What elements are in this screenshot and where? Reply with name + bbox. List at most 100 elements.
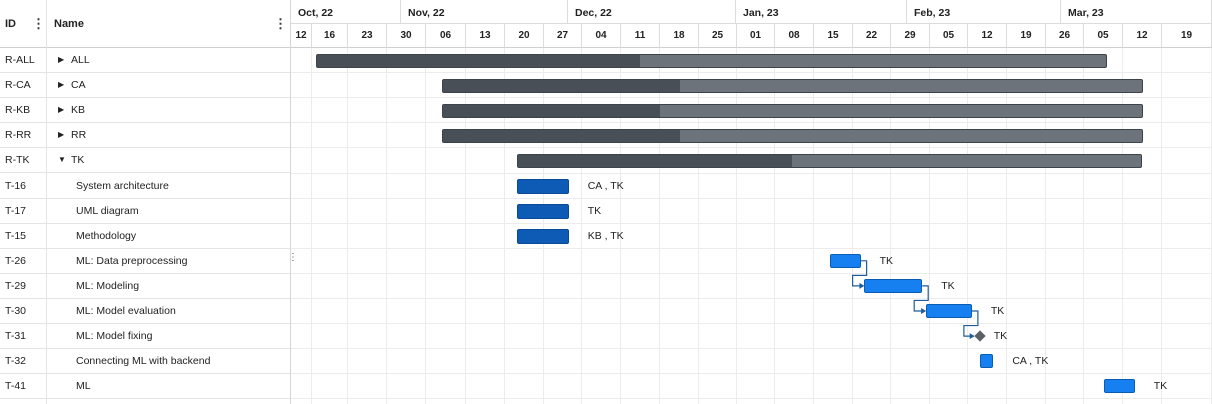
week-header: 12 — [968, 24, 1007, 48]
id-header-label: ID — [5, 18, 16, 30]
expand-down-icon[interactable]: ▼ — [58, 155, 66, 165]
task-bar[interactable] — [979, 354, 994, 369]
expand-right-icon[interactable]: ▶ — [58, 130, 65, 140]
week-header: 18 — [660, 24, 699, 48]
grid-row[interactable]: T-15 Methodology — [0, 224, 290, 249]
grid-row[interactable]: R-TK ▼ TK — [0, 148, 290, 174]
summary-bar[interactable] — [442, 104, 1143, 119]
row-name: ML: Model fixing — [76, 330, 153, 343]
grid-hline — [291, 272, 1212, 274]
dependency-links — [852, 260, 979, 340]
grid-row[interactable]: T-32 Connecting ML with backend — [0, 349, 290, 375]
grid-row[interactable]: T-16 System architecture — [0, 174, 290, 199]
grid-row[interactable]: T-26 ML: Data preprocessing — [0, 249, 290, 274]
grid-row[interactable]: R-RR ▶ RR — [0, 123, 290, 149]
summary-bar[interactable] — [516, 154, 1143, 169]
summary-progress — [443, 130, 681, 143]
week-header: 27 — [544, 24, 582, 48]
resource-label: CA , TK — [1012, 355, 1049, 368]
row-name: CA — [71, 79, 86, 92]
grid-row[interactable]: T-29 ML: Modeling — [0, 274, 290, 299]
task-bar[interactable] — [926, 304, 972, 318]
summary-progress — [443, 105, 660, 118]
grid-vline — [736, 48, 737, 404]
month-header: Jan, 23 — [736, 0, 907, 24]
grid-vline — [774, 48, 775, 404]
task-bar[interactable] — [864, 278, 923, 293]
name-column-menu-icon[interactable]: ⋮ — [274, 16, 287, 31]
summary-bar[interactable] — [442, 129, 1143, 144]
week-header: 11 — [621, 24, 660, 48]
week-header: 23 — [348, 24, 387, 48]
row-name: ML: Model evaluation — [76, 305, 176, 317]
row-name: ML — [76, 380, 91, 393]
grid-hline — [291, 323, 1212, 325]
grid-vline — [465, 48, 466, 404]
row-id: T-32 — [5, 355, 27, 368]
summary-bar[interactable] — [315, 54, 1108, 68]
week-header: 13 — [466, 24, 505, 48]
resource-label: TK — [1153, 380, 1168, 393]
dependency-link[interactable] — [852, 260, 868, 287]
grid-row[interactable]: T-30 ML: Model evaluation — [0, 299, 290, 324]
grid-vline — [347, 48, 348, 404]
id-column-menu-icon[interactable]: ⋮ — [32, 16, 45, 31]
week-header: 12 — [1123, 24, 1162, 48]
task-bar[interactable] — [1103, 379, 1135, 394]
grid-vline — [852, 48, 853, 404]
grid-row[interactable]: R-ALL ▶ ALL — [0, 48, 290, 73]
grid-vline — [311, 48, 312, 404]
task-grid: ID ⋮ Name ⋮ R-ALL ▶ ALL R-CA ▶ CA R-KB ▶ KB R-RR ▶… — [0, 0, 298, 404]
expand-right-icon[interactable]: ▶ — [58, 80, 65, 90]
row-id: T-31 — [5, 330, 27, 343]
week-header: 01 — [737, 24, 775, 48]
row-id: T-15 — [5, 229, 27, 242]
expand-right-icon[interactable]: ▶ — [58, 55, 65, 64]
row-name: TK — [71, 154, 85, 167]
row-name: KB — [71, 104, 86, 117]
grid-row[interactable]: T-31 ML: Model fixing — [0, 324, 290, 350]
grid-row[interactable]: T-17 UML diagram — [0, 199, 290, 224]
row-name: ML: Modeling — [76, 279, 140, 292]
task-bar[interactable] — [516, 228, 569, 244]
task-bar[interactable] — [829, 253, 861, 268]
grid-hline — [291, 197, 1212, 199]
grid-vline — [1006, 48, 1007, 404]
row-name: Connecting ML with backend — [76, 355, 211, 368]
row-id: T-26 — [5, 254, 27, 267]
row-name: ALL — [71, 54, 90, 66]
task-bar[interactable] — [516, 203, 569, 219]
grid-hline — [291, 147, 1212, 149]
grid-row[interactable]: T-41 ML — [0, 374, 290, 400]
summary-bar[interactable] — [442, 79, 1143, 94]
grid-row[interactable]: R-CA ▶ CA — [0, 73, 290, 99]
grid-vline — [425, 48, 426, 404]
name-column-header[interactable]: Name ⋮ — [46, 0, 290, 48]
row-name: Methodology — [76, 229, 137, 242]
gantt-chart: Oct, 22 Nov, 22 Dec, 22 Jan, 23 Feb, 23 Mar, … — [291, 0, 1212, 404]
row-id: R-TK — [5, 154, 30, 167]
resource-label: TK — [587, 204, 602, 217]
grid-vline — [1161, 48, 1162, 404]
month-header: Nov, 22 — [401, 0, 568, 24]
grid-vline — [929, 48, 930, 404]
month-header: Oct, 22 — [291, 0, 401, 24]
id-column-header[interactable]: ID ⋮ — [0, 0, 46, 48]
grid-vline — [659, 48, 660, 404]
grid-vline — [1083, 48, 1084, 404]
week-header: 26 — [1046, 24, 1084, 48]
week-header: 22 — [853, 24, 891, 48]
row-id: T-30 — [5, 305, 27, 317]
grid-row[interactable]: R-KB ▶ KB — [0, 98, 290, 124]
dependency-link[interactable] — [963, 310, 979, 337]
task-bar[interactable] — [516, 178, 569, 194]
expand-right-icon[interactable]: ▶ — [58, 105, 65, 115]
month-header: Dec, 22 — [568, 0, 736, 24]
grid-vline — [504, 48, 505, 404]
dependency-link[interactable] — [913, 285, 929, 312]
summary-progress — [443, 80, 681, 93]
row-id: T-41 — [5, 380, 27, 393]
grid-vline — [543, 48, 544, 404]
month-header: Feb, 23 — [907, 0, 1061, 24]
splitter-handle-icon[interactable]: ⋮ — [288, 252, 298, 263]
